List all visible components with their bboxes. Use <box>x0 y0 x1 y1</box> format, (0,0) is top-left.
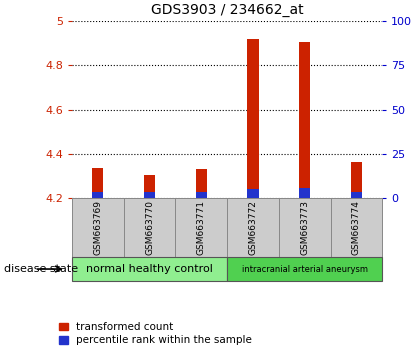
Bar <box>92 169 104 198</box>
Bar <box>247 189 259 198</box>
Text: disease state: disease state <box>4 264 78 274</box>
Bar <box>124 198 175 257</box>
Text: GSM663772: GSM663772 <box>248 200 257 255</box>
Bar <box>72 198 124 257</box>
Bar <box>351 192 362 198</box>
Bar <box>227 198 279 257</box>
Bar <box>175 198 227 257</box>
Text: GSM663774: GSM663774 <box>352 200 361 255</box>
Bar <box>299 188 310 198</box>
Legend: transformed count, percentile rank within the sample: transformed count, percentile rank withi… <box>59 322 252 345</box>
Bar <box>227 257 382 281</box>
Bar <box>196 192 207 198</box>
Text: GSM663769: GSM663769 <box>93 200 102 255</box>
Bar <box>351 162 362 198</box>
Bar <box>279 198 330 257</box>
Bar <box>247 39 259 198</box>
Bar <box>72 257 227 281</box>
Title: GDS3903 / 234662_at: GDS3903 / 234662_at <box>151 4 303 17</box>
Text: GSM663770: GSM663770 <box>145 200 154 255</box>
Bar <box>92 192 104 198</box>
Bar <box>299 42 310 198</box>
Text: normal healthy control: normal healthy control <box>86 264 213 274</box>
Bar <box>144 175 155 198</box>
Bar <box>330 198 382 257</box>
Bar <box>196 170 207 198</box>
Bar <box>144 192 155 198</box>
Text: GSM663773: GSM663773 <box>300 200 309 255</box>
Text: GSM663771: GSM663771 <box>197 200 206 255</box>
Text: intracranial arterial aneurysm: intracranial arterial aneurysm <box>242 264 368 274</box>
